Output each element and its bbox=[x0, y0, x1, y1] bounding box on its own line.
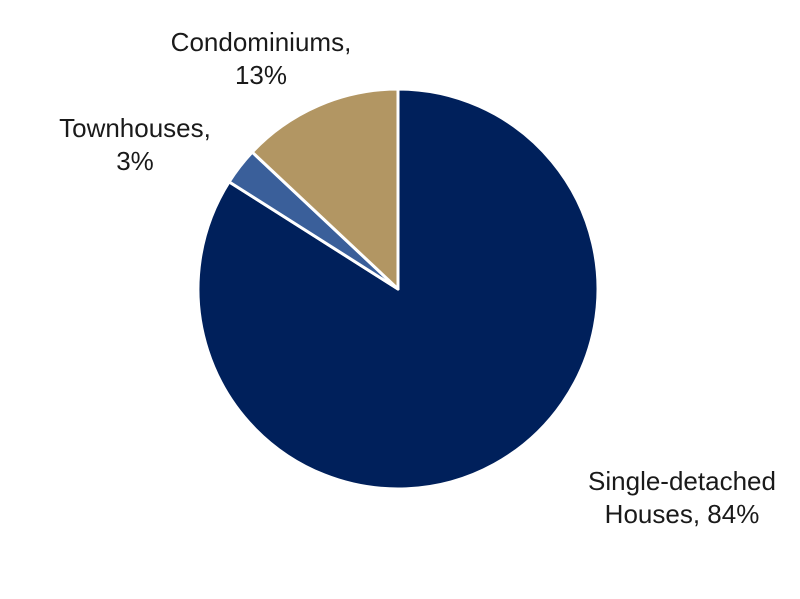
slice-label-line: Houses, 84% bbox=[605, 499, 760, 529]
pie-slice-condominiums bbox=[250, 87, 400, 291]
slice-label-line: Single-detached bbox=[588, 466, 776, 496]
slice-label-line: Condominiums, bbox=[171, 27, 352, 57]
slice-label-line: Townhouses, bbox=[59, 113, 211, 143]
slice-label-line: 13% bbox=[235, 60, 287, 90]
slice-label-line: 3% bbox=[116, 146, 154, 176]
slice-label-townhouses: Townhouses, 3% bbox=[59, 113, 211, 176]
slice-label-single-detached: Single-detached Houses, 84% bbox=[588, 466, 776, 529]
slice-label-condominiums: Condominiums, 13% bbox=[171, 27, 352, 90]
